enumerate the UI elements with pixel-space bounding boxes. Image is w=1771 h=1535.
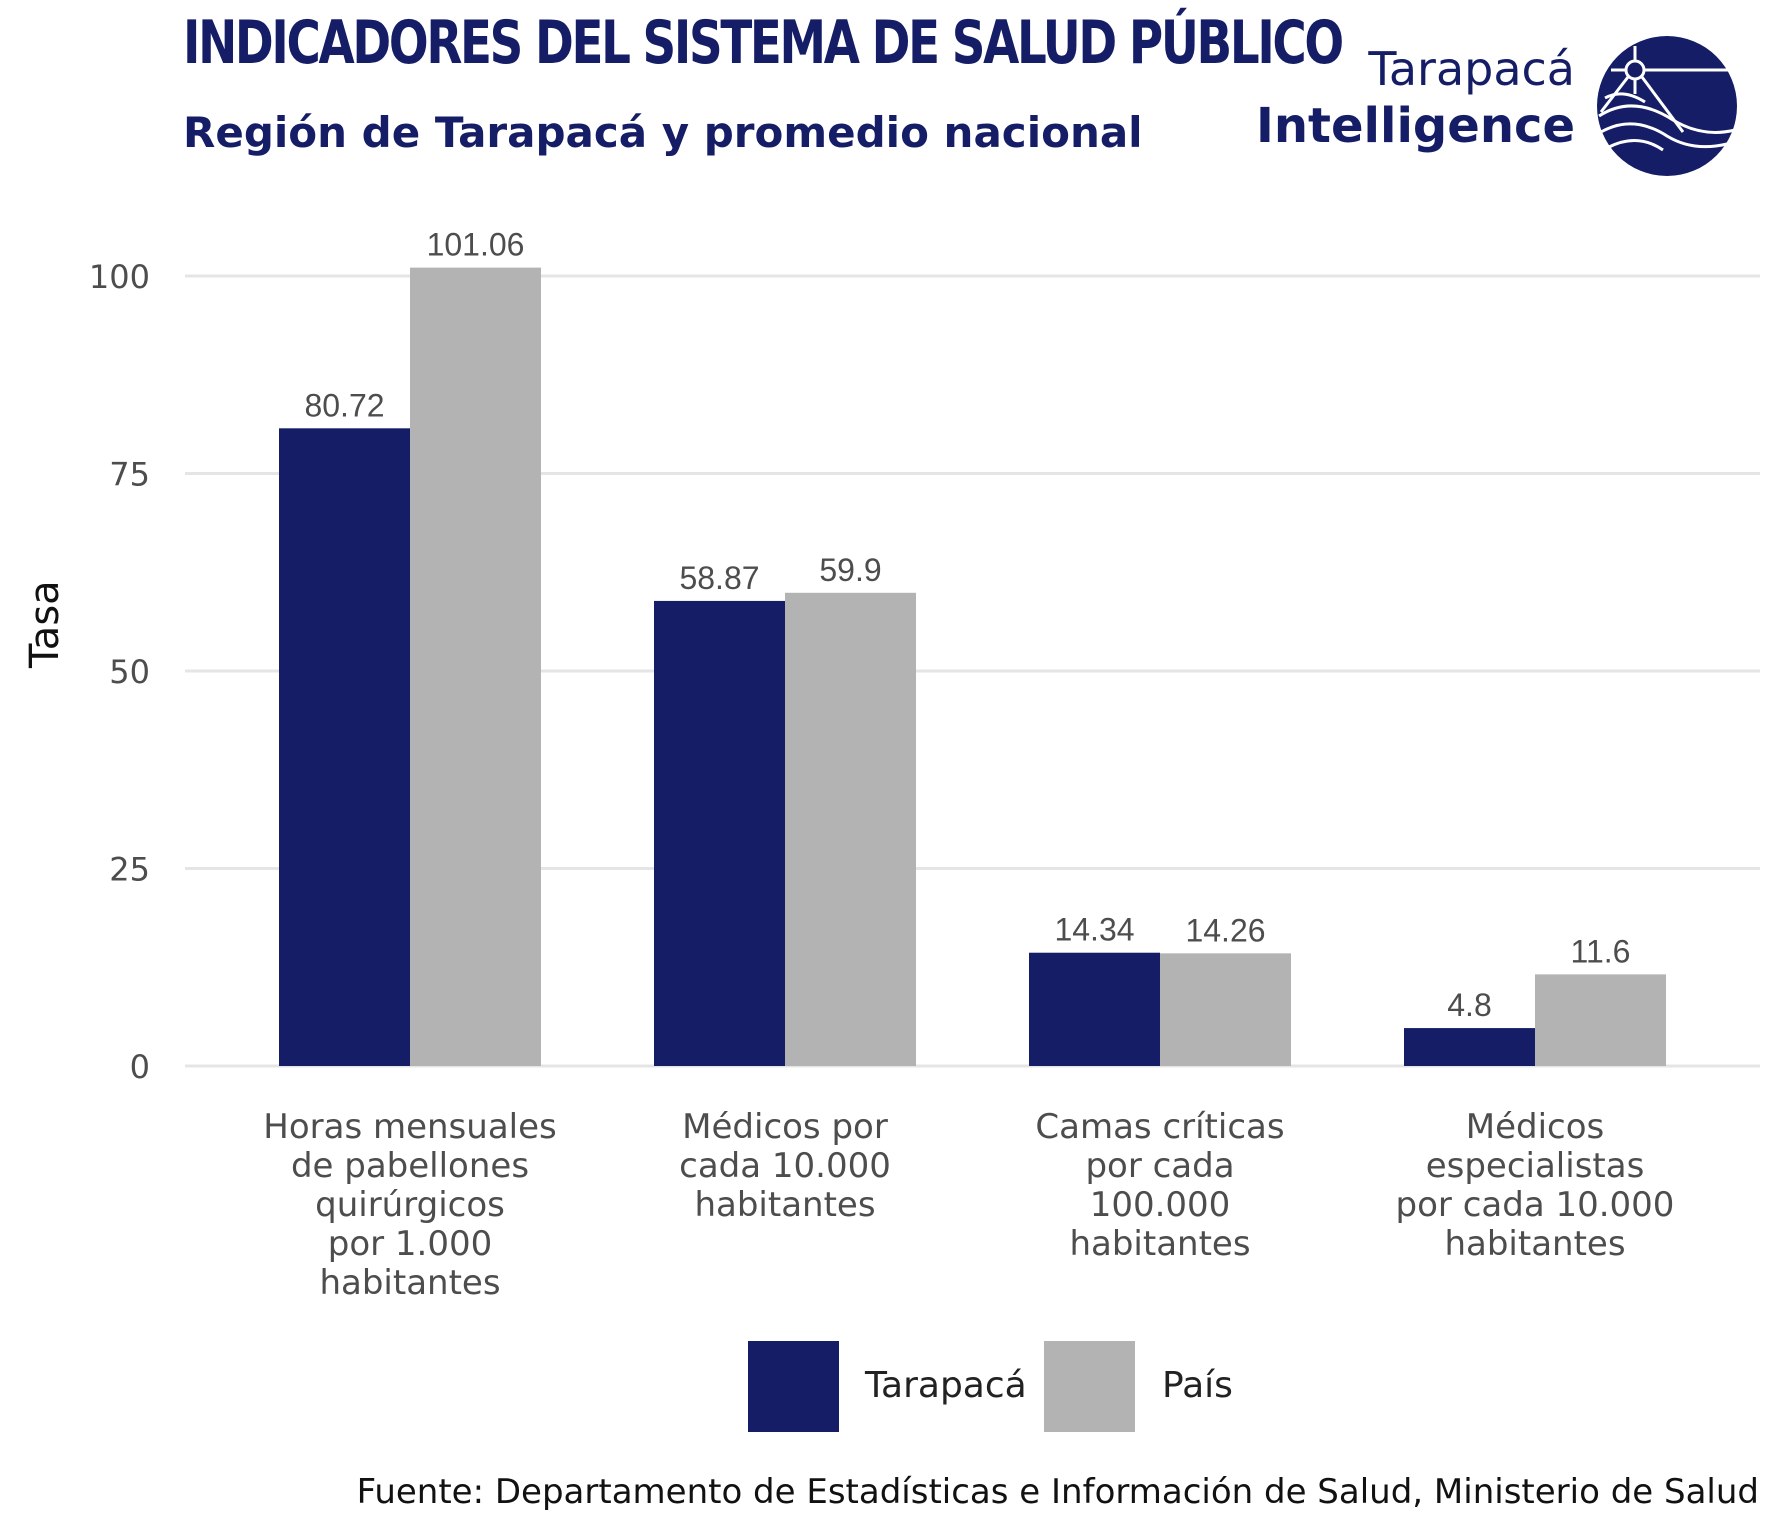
logo-text-intelligence: Intelligence bbox=[1256, 98, 1575, 154]
x-category-label-horas-pabellones: Horas mensuales de pabellones quirúrgicos p… bbox=[263, 1107, 557, 1303]
y-axis-label: Tasa bbox=[22, 580, 68, 668]
y-tick-label: 0 bbox=[130, 1048, 150, 1086]
bar-value-label: 80.72 bbox=[304, 387, 384, 423]
y-tick-labels: 0 25 50 75 100 bbox=[89, 258, 150, 1086]
bar-value-label: 11.6 bbox=[1571, 933, 1631, 969]
y-tick-label: 75 bbox=[109, 456, 150, 494]
source-caption: Fuente: Departamento de Estadísticas e I… bbox=[356, 1472, 1759, 1512]
bar-value-label: 14.26 bbox=[1185, 912, 1265, 948]
bar-tarapaca bbox=[1404, 1028, 1535, 1066]
bar-tarapaca bbox=[1029, 952, 1160, 1066]
logo-emblem-icon bbox=[1597, 36, 1737, 176]
bar-pais bbox=[1535, 974, 1666, 1066]
x-category-label-medicos-especialistas: Médicos especialistas por cada 10.000 habit… bbox=[1395, 1107, 1675, 1264]
bar-value-labels: 80.72 58.87 14.34 4.8 101.06 59.9 14.26 11.6 bbox=[304, 227, 1630, 1023]
bars bbox=[279, 267, 1666, 1067]
x-category-label-medicos: Médicos por cada 10.000 habitantes bbox=[679, 1107, 891, 1225]
chart-title: INDICADORES DEL SISTEMA DE SALUD PÚBLICO bbox=[183, 8, 1344, 78]
bar-value-label: 14.34 bbox=[1054, 912, 1134, 948]
logo-text-tarapaca: Tarapacá bbox=[1368, 42, 1575, 96]
y-tick-label: 100 bbox=[89, 258, 150, 296]
y-tick-label: 25 bbox=[109, 851, 150, 889]
bar-tarapaca bbox=[654, 600, 785, 1066]
bar-pais bbox=[785, 592, 916, 1066]
legend-swatch-tarapaca bbox=[748, 1341, 839, 1432]
bar-value-label: 58.87 bbox=[679, 560, 759, 596]
bar-pais bbox=[1160, 953, 1291, 1066]
x-category-label-camas-criticas: Camas críticas por cada 100.000 habitantes bbox=[1035, 1107, 1285, 1264]
bar-value-label: 101.06 bbox=[427, 227, 525, 263]
bar-tarapaca bbox=[279, 428, 410, 1066]
bar-value-label: 59.9 bbox=[819, 552, 881, 588]
y-tick-label: 50 bbox=[109, 653, 150, 691]
legend-label-tarapaca: Tarapacá bbox=[865, 1365, 1027, 1406]
legend-swatch-pais bbox=[1044, 1341, 1135, 1432]
chart-subtitle: Región de Tarapacá y promedio nacional bbox=[183, 108, 1143, 157]
bar-pais bbox=[410, 267, 541, 1067]
bar-value-label: 4.8 bbox=[1447, 987, 1491, 1023]
legend-label-pais: País bbox=[1162, 1365, 1233, 1406]
